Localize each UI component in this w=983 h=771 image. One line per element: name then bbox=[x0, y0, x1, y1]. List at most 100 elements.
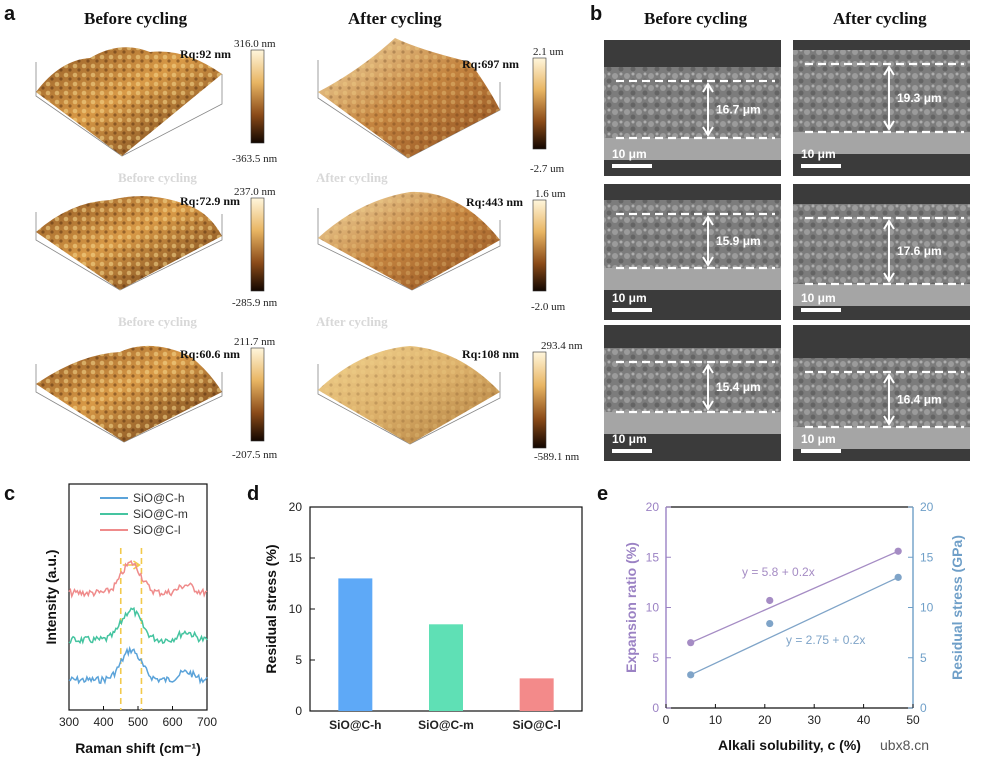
stress-bar bbox=[429, 624, 463, 711]
expansion-x-tick: 0 bbox=[663, 713, 670, 727]
stress-x-tick: SiO@C-m bbox=[418, 718, 474, 732]
panel-d-label: d bbox=[247, 483, 259, 505]
afm-rq-after-row1: Rq:697 nm bbox=[462, 57, 519, 71]
expansion-right-label: Residual stress (GPa) bbox=[949, 535, 965, 680]
cb-top-before-row3: 211.7 nm bbox=[234, 336, 276, 348]
expansion-equation-1: y = 5.8 + 0.2x bbox=[742, 565, 815, 579]
raman-x-tick: 400 bbox=[93, 715, 113, 729]
afm-rq-after-row2: Rq:443 nm bbox=[466, 195, 523, 209]
sem-thickness-label: 15.4 μm bbox=[716, 380, 761, 394]
expansion-left-label: Expansion ratio (%) bbox=[623, 542, 639, 673]
expansion-x-tick: 20 bbox=[758, 713, 772, 727]
expansion-left-tick: 20 bbox=[646, 500, 660, 514]
stress-y-tick: 20 bbox=[289, 500, 303, 514]
expansion-x-label: Alkali solubility, c (%) bbox=[718, 737, 861, 753]
raman-series-line bbox=[68, 645, 208, 685]
sem-scale-bar bbox=[612, 449, 652, 453]
afm-after-row3 bbox=[317, 346, 501, 445]
expansion-left-tick: 0 bbox=[652, 701, 659, 715]
stress-bar bbox=[519, 678, 554, 711]
stress-x-tick: SiO@C-h bbox=[329, 718, 381, 732]
ghost-label-3: Before cycling bbox=[118, 314, 197, 329]
cb-bottom-before-row1: -363.5 nm bbox=[232, 153, 278, 165]
sem-thickness-label: 16.4 μm bbox=[897, 393, 942, 407]
stress-y-tick: 0 bbox=[295, 704, 302, 718]
sem-scale-bar bbox=[612, 164, 652, 168]
expansion-point bbox=[766, 619, 774, 628]
expansion-right-tick: 20 bbox=[920, 500, 934, 514]
raman-y-label: Intensity (a.u.) bbox=[43, 550, 59, 645]
expansion-fit-line bbox=[690, 576, 899, 676]
sem-scale-bar bbox=[612, 308, 652, 312]
stress-y-tick: 5 bbox=[295, 653, 302, 667]
afm-rq-before-row2: Rq:72.9 nm bbox=[180, 194, 240, 208]
raman-legend-label: SiO@C-h bbox=[133, 491, 185, 505]
sem-thickness-label: 17.6 μm bbox=[897, 244, 942, 258]
ghost-label-1: Before cycling bbox=[118, 170, 197, 185]
stress-y-tick: 15 bbox=[289, 551, 303, 565]
expansion-right-tick: 5 bbox=[920, 651, 927, 665]
colorbar-before-row1 bbox=[250, 49, 265, 144]
afm-after-row2 bbox=[317, 191, 501, 291]
chart-raman: SiO@C-h SiO@C-m SiO@C-l 300 400 500 600 700 Rama… bbox=[43, 483, 217, 756]
ghost-label-4: After cycling bbox=[316, 314, 388, 329]
afm-rq-after-row3: Rq:108 nm bbox=[462, 347, 519, 361]
sem-scale-label: 10 μm bbox=[801, 432, 836, 446]
expansion-x-tick: 10 bbox=[709, 713, 723, 727]
sem-scale-label: 10 μm bbox=[612, 432, 647, 446]
afm-before-row1 bbox=[35, 47, 223, 157]
sem-scale-label: 10 μm bbox=[801, 147, 836, 161]
expansion-x-tick: 30 bbox=[808, 713, 822, 727]
stress-y-label: Residual stress (%) bbox=[263, 544, 279, 673]
expansion-point bbox=[894, 547, 902, 555]
sem-before-row3: 15.4 μm 10 μm bbox=[604, 325, 781, 461]
cb-top-before-row2: 237.0 nm bbox=[234, 186, 276, 198]
sem-after-row3: 16.4 μm 10 μm bbox=[793, 325, 970, 461]
sem-scale-label: 10 μm bbox=[801, 291, 836, 305]
sem-scale-label: 10 μm bbox=[612, 291, 647, 305]
raman-x-tick: 700 bbox=[197, 715, 217, 729]
panel-e-label: e bbox=[597, 483, 608, 505]
sem-before-row2: 15.9 μm 10 μm bbox=[604, 184, 781, 320]
cb-bottom-after-row3: -589.1 nm bbox=[534, 451, 580, 463]
panel-a-label: a bbox=[4, 3, 16, 25]
panel-b-header-after: After cycling bbox=[833, 9, 927, 28]
afm-rq-before-row1: Rq:92 nm bbox=[180, 47, 231, 61]
colorbar-after-row3 bbox=[532, 351, 547, 449]
expansion-x-tick: 50 bbox=[906, 713, 920, 727]
panel-b-label: b bbox=[590, 3, 602, 25]
colorbar-before-row3 bbox=[250, 347, 265, 442]
raman-legend-label: SiO@C-m bbox=[133, 507, 188, 521]
raman-x-tick: 300 bbox=[59, 715, 79, 729]
raman-series-line bbox=[68, 606, 208, 645]
expansion-left-tick: 5 bbox=[652, 651, 659, 665]
expansion-point bbox=[687, 639, 695, 647]
raman-x-label: Raman shift (cm⁻¹) bbox=[75, 740, 201, 756]
cb-top-before-row1: 316.0 nm bbox=[234, 38, 276, 50]
cb-bottom-before-row3: -207.5 nm bbox=[232, 449, 278, 461]
expansion-right-tick: 0 bbox=[920, 701, 927, 715]
cb-bottom-before-row2: -285.9 nm bbox=[232, 297, 278, 309]
afm-after-row1 bbox=[317, 38, 501, 159]
colorbar-before-row2 bbox=[250, 197, 265, 292]
expansion-point bbox=[687, 671, 695, 679]
sem-scale-bar bbox=[801, 164, 841, 168]
panel-c-label: c bbox=[4, 483, 15, 505]
cb-bottom-after-row2: -2.0 um bbox=[531, 301, 566, 313]
sem-thickness-label: 15.9 μm bbox=[716, 234, 761, 248]
watermark: ubx8.cn bbox=[880, 737, 929, 753]
stress-x-tick: SiO@C-l bbox=[512, 718, 560, 732]
panel-b-header-before: Before cycling bbox=[644, 9, 748, 28]
cb-top-after-row1: 2.1 um bbox=[533, 46, 564, 58]
sem-scale-label: 10 μm bbox=[612, 147, 647, 161]
expansion-right-tick: 10 bbox=[920, 601, 934, 615]
afm-before-row2 bbox=[35, 196, 223, 291]
afm-before-row3 bbox=[35, 345, 223, 443]
ghost-label-2: After cycling bbox=[316, 170, 388, 185]
panel-a-header-before: Before cycling bbox=[84, 9, 188, 28]
panel-a-header-after: After cycling bbox=[348, 9, 442, 28]
cb-top-after-row3: 293.4 nm bbox=[541, 340, 583, 352]
